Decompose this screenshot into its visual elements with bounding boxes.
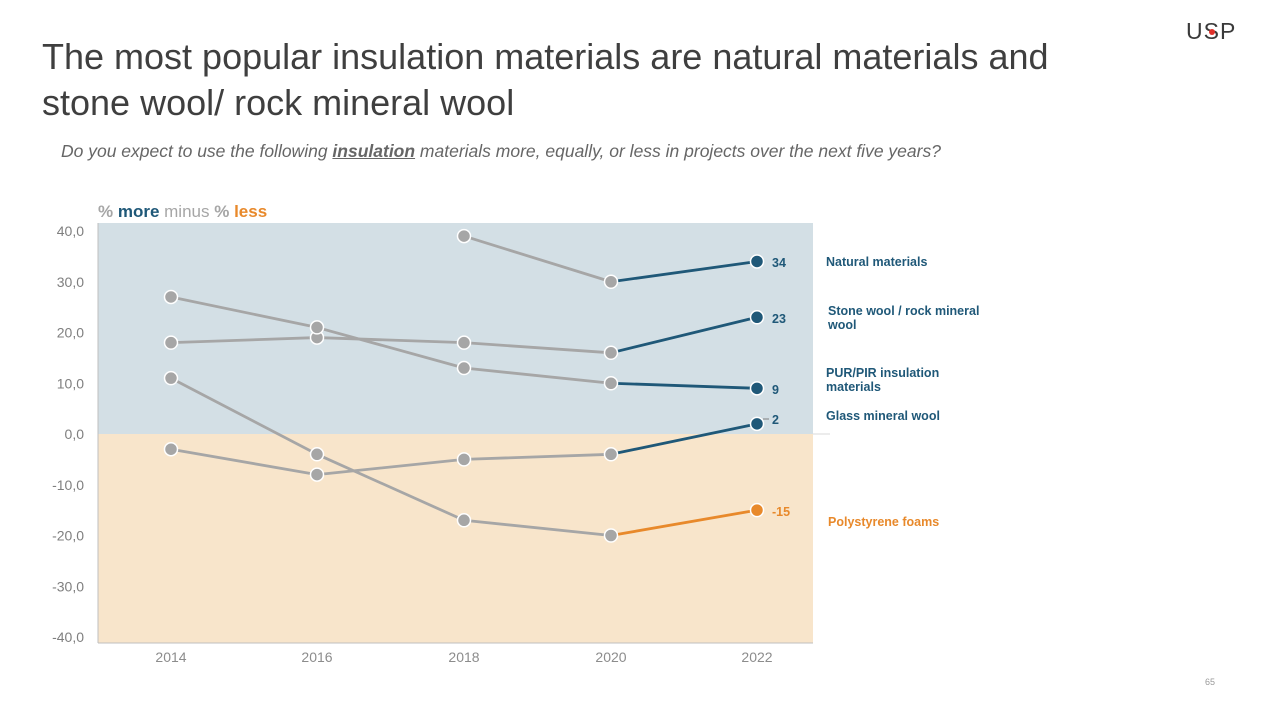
data-point [749, 381, 765, 396]
data-point [603, 447, 619, 462]
data-point [163, 289, 179, 305]
logo-letter-p: P [1219, 18, 1237, 44]
series-line-segment [462, 366, 613, 385]
question-text-start: Do you expect to use the following [61, 141, 333, 161]
series-line-segment [609, 508, 759, 537]
x-tick-label: 2018 [448, 649, 479, 665]
y-tick-label: -40,0 [52, 629, 84, 645]
data-point [309, 467, 325, 482]
question-text-end: materials more, equally, or less in proj… [415, 141, 941, 161]
data-point [749, 254, 765, 269]
series-line-segment [609, 422, 759, 456]
y-tick-label: 10,0 [57, 375, 84, 391]
data-point [749, 310, 765, 325]
legend-part: more [118, 202, 160, 221]
y-tick-label: -20,0 [52, 528, 84, 544]
series-name-label: Stone wool / rock mineral wool [827, 304, 979, 332]
series-end-value-label: 2 [772, 413, 779, 427]
series-name-line: wool [827, 318, 856, 332]
legend-part: % [98, 202, 118, 221]
negative-zone [98, 434, 813, 643]
series-line-segment [169, 295, 319, 329]
series-name-label: PUR/PIR insulation materials [826, 366, 939, 394]
logo-red-dot [1208, 29, 1215, 36]
logo-letter-u: U [1186, 18, 1204, 44]
series-line-segment [315, 336, 466, 345]
series-line-segment [609, 315, 759, 355]
series-line-segment [315, 457, 466, 477]
series-end-value-label: 34 [772, 256, 786, 270]
data-point [603, 376, 619, 391]
series-line-segment [462, 518, 613, 537]
data-point [163, 370, 179, 386]
logo-letter-s-with-dot: S [1204, 18, 1220, 45]
series-line-segment [169, 376, 319, 456]
series-end-value-label: 23 [772, 312, 786, 326]
series-name-line: PUR/PIR insulation [826, 366, 939, 380]
y-tick-label: 30,0 [57, 274, 84, 290]
series-line-segment [609, 260, 759, 284]
data-point [749, 416, 765, 432]
series-line-segment [462, 341, 613, 355]
data-point [749, 502, 765, 518]
data-point [456, 360, 472, 376]
y-tick-label: -30,0 [52, 578, 84, 594]
x-tick-label: 2022 [741, 649, 772, 665]
legend-part: less [234, 202, 267, 221]
series-line-segment [169, 447, 319, 477]
y-tick-label: 40,0 [57, 223, 84, 239]
data-point [309, 320, 325, 335]
question-emphasis: insulation [332, 141, 416, 161]
usp-logo: USP [1186, 18, 1236, 45]
data-point [456, 513, 472, 528]
data-point [456, 452, 472, 467]
page-title: The most popular insulation materials ar… [42, 36, 1049, 123]
data-point [603, 274, 619, 289]
series-name-line: Stone wool / rock mineral [828, 304, 979, 318]
legend-part: minus [159, 202, 214, 221]
x-tick-label: 2014 [155, 649, 186, 665]
survey-question: Do you expect to use the following insul… [61, 141, 941, 162]
y-tick-label: 0,0 [65, 426, 85, 442]
positive-zone [98, 223, 813, 434]
series-line-segment [462, 234, 613, 284]
y-tick-label: 20,0 [57, 325, 84, 341]
series-name-line: materials [826, 380, 881, 394]
series-line-segment [609, 381, 759, 390]
x-tick-label: 2020 [595, 649, 626, 665]
data-point [163, 441, 179, 457]
series-name-label: Glass mineral wool [826, 409, 940, 423]
legend-more-minus-less: % more minus % less [98, 202, 267, 221]
series-name-label: Polystyrene foams [828, 515, 939, 529]
series-line-segment [315, 326, 466, 370]
series-end-value-label: -15 [772, 505, 790, 519]
series-end-value-label: 9 [772, 383, 779, 397]
data-point [309, 447, 325, 462]
y-tick-label: -10,0 [52, 477, 84, 493]
series-name-label: Natural materials [826, 255, 927, 269]
data-point [603, 345, 619, 361]
data-point [163, 335, 179, 350]
page-number: 65 [1205, 677, 1216, 687]
data-point [603, 528, 619, 543]
legend-part: % [214, 202, 234, 221]
data-point [456, 335, 472, 350]
series-line-segment [315, 452, 466, 522]
x-tick-label: 2016 [301, 649, 332, 665]
series-line-segment [169, 336, 319, 345]
series-line-segment [462, 452, 613, 461]
data-point [456, 228, 472, 244]
